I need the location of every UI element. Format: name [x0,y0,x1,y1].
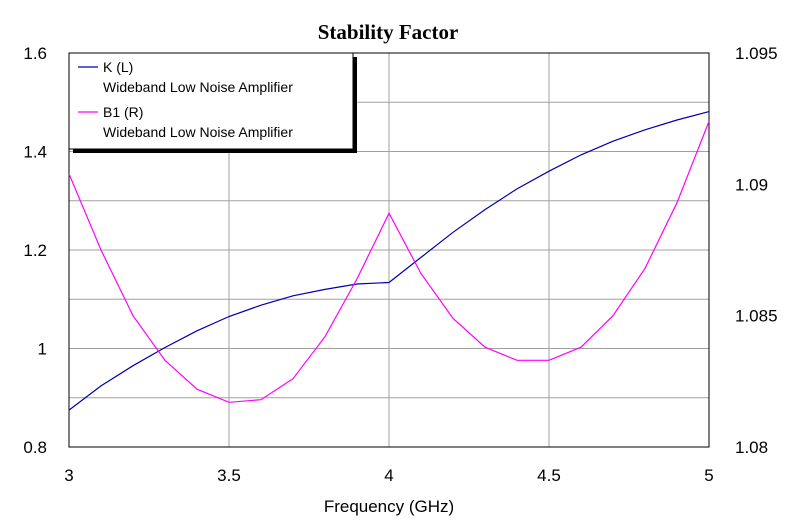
x-tick-label: 4 [384,466,393,485]
y-right-tick-label: 1.09 [735,175,768,194]
tick-labels: 3 3.5 4 4.5 5 0.8 1 1.2 1.4 1.6 1.08 1.085 1.09 1.095 [23,44,777,485]
x-tick-label: 4.5 [537,466,561,485]
chart-title: Stability Factor [318,20,459,44]
legend-box [68,52,354,150]
legend-series-subtitle: Wideband Low Noise Amplifier [103,79,293,95]
y-left-tick-label: 1.2 [23,241,47,260]
legend-series-name: K (L) [103,59,133,75]
grid [69,53,709,447]
x-tick-label: 3 [64,466,73,485]
y-left-tick-label: 1.4 [23,143,47,162]
plot-frame [68,52,710,448]
y-left-tick-label: 0.8 [23,438,47,457]
y-right-tick-label: 1.085 [735,307,778,326]
legend-series-name: B1 (R) [103,104,143,120]
legend-series-subtitle: Wideband Low Noise Amplifier [103,124,293,140]
y-left-tick-label: 1 [38,340,47,359]
legend: K (L) Wideband Low Noise Amplifier B1 (R) W… [68,52,357,153]
x-axis-title: Frequency (GHz) [324,497,454,516]
y-right-tick-label: 1.095 [735,44,778,63]
y-right-tick-label: 1.08 [735,438,768,457]
series-group [68,111,710,411]
x-tick-label: 5 [704,466,713,485]
y-left-tick-label: 1.6 [23,44,47,63]
x-tick-label: 3.5 [217,466,241,485]
series-line-b1 [68,121,710,403]
series-line-k [68,111,710,411]
